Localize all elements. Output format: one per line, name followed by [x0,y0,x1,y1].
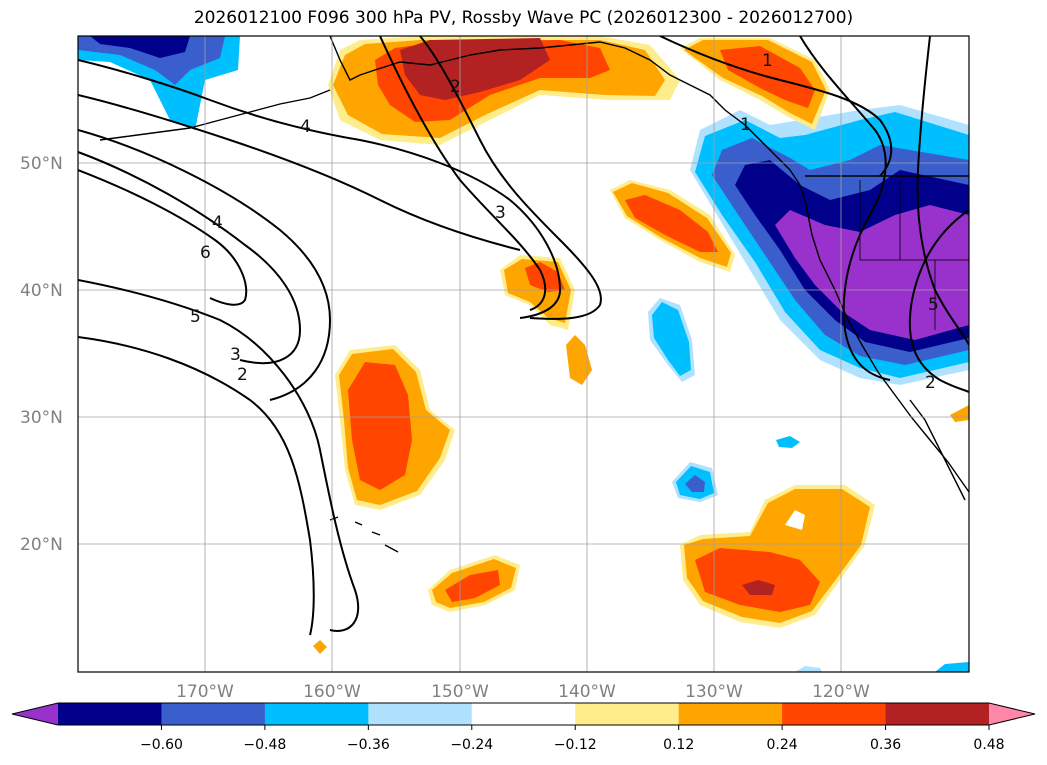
contour-label: 2 [450,77,461,97]
longitude-labels: 170°W 160°W 150°W 140°W 130°W 120°W [176,682,870,702]
anomaly-nw-darkblue [78,36,225,85]
contour-label: 2 [925,373,936,393]
colorbar-extend-right [989,703,1035,725]
pv-contour-3-central [379,36,547,311]
anomaly-nw-navy [90,36,190,58]
colorbar-tick-label: −0.48 [243,737,286,753]
lat-label-50: 50°N [20,154,63,174]
contour-label: 6 [200,243,211,263]
pv-contour-ne [916,36,969,346]
contour-label: 5 [928,295,939,315]
gridlines [78,36,969,672]
lat-label-40: 40°N [20,281,63,301]
anomaly-south-edge-cyan [935,662,969,672]
map-plot-area: 4 4 6 5 3 2 2 3 1 1 5 2 [78,36,969,672]
anomaly-hawaii-red [445,570,500,602]
pv-contour-2-alaska [419,36,602,320]
contour-label: 4 [300,117,311,137]
lon-label-160w: 160°W [303,682,361,702]
colorbar-cell [885,703,990,725]
lat-label-20: 20°N [20,535,63,555]
colorbar-tick-label: −0.12 [554,737,597,753]
pv-contours [78,36,969,636]
anomaly-southeast-red [695,548,820,612]
pv-contour-2-south [78,279,360,632]
anomaly-midlat-red [625,195,718,252]
lon-label-130w: 130°W [685,682,743,702]
colorbar-cell [678,703,783,725]
contour-label: 5 [190,307,201,327]
pv-contour-6 [78,169,248,306]
colorbar-tick-label: 0.48 [973,737,1004,753]
anomaly-east-edge-orange [950,405,969,422]
colorbar-tick-label: 0.36 [870,737,901,753]
anomaly-tiny-orange [313,640,327,654]
colorbar-tick-label: −0.36 [347,737,390,753]
colorbar-cell [368,703,473,725]
lon-label-170w: 170°W [176,682,234,702]
anomaly-subtropic-red [348,362,412,490]
contour-label: 2 [237,365,248,385]
us-west-coast [811,234,969,493]
colorbar-cell [161,703,266,725]
colorbar-tick-label: 0.24 [767,737,798,753]
contour-label: 3 [230,345,241,365]
anomaly-small-orange [566,335,592,385]
lon-label-120w: 120°W [812,682,870,702]
anomaly-small-cyan [776,436,800,448]
lat-label-30: 30°N [20,408,63,428]
colorbar-cell [471,703,576,725]
colorbar-cell [782,703,887,725]
colorbar-outline [11,702,1036,726]
anomaly-southeast-darkred [742,580,775,595]
colorbar-tick-label: 0.12 [663,737,694,753]
pv-contour-3 [78,129,332,401]
colorbar-tick-label: −0.60 [140,737,183,753]
anomaly-mid-pacific-cyan [652,302,691,376]
anomaly-gulf-alaska-darkred [400,38,550,100]
colorbar-tick-label: −0.24 [450,737,493,753]
colorbar-cell [575,703,680,725]
pv-contour-1 [78,336,315,636]
lon-label-150w: 150°W [431,682,489,702]
contour-label: 1 [762,51,773,71]
aleutian-chain [99,89,331,141]
contour-label: 1 [740,115,751,135]
map-title: 2026012100 F096 300 hPa PV, Rossby Wave … [193,8,854,28]
anomaly-southeast-hole [785,510,805,530]
contour-label: 4 [212,213,223,233]
anomaly-sub-pacific-blue [685,475,705,492]
contour-label: 3 [495,203,506,223]
pv-contour-east [908,209,969,393]
pv-contour-4-west [78,94,521,251]
lon-label-140w: 140°W [558,682,616,702]
alaska-coast [329,36,813,236]
pv-contour-1-bc [659,36,893,177]
contour-labels: 4 4 6 5 3 2 2 3 1 1 5 2 [190,51,939,393]
positive-pv-anomalies [313,36,969,654]
colorbar-cell [264,703,369,725]
colorbar-cell [58,703,162,725]
pv-contour-trough [799,36,891,381]
latitude-labels: 50°N 40°N 30°N 20°N [20,154,63,555]
colorbar: −0.60 −0.48 −0.36 −0.24 −0.12 0.12 0.24 0.36 0.4… [11,702,1036,753]
map-frame [77,35,970,673]
pv-contour-2-west [78,59,562,319]
colorbar-extend-left [12,703,58,725]
pv-contour-5 [78,151,302,365]
state-borders [859,180,969,330]
anomaly-south-edge-light [795,666,822,672]
anomaly-central-red [525,262,565,292]
